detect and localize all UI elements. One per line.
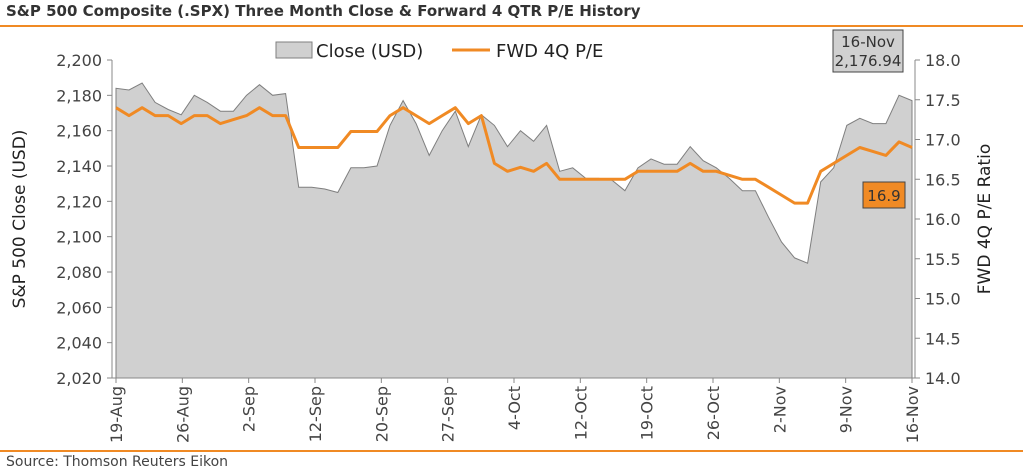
x-tick-label: 20-Sep bbox=[372, 386, 391, 442]
x-tick-label: 19-Oct bbox=[638, 386, 657, 440]
legend-close-label: Close (USD) bbox=[316, 41, 423, 62]
right-tick-label: 16.5 bbox=[925, 170, 961, 189]
left-tick-label: 2,060 bbox=[56, 298, 102, 317]
source-rule bbox=[0, 450, 1023, 452]
left-tick-label: 2,160 bbox=[56, 122, 102, 141]
x-tick-label: 2-Sep bbox=[240, 386, 259, 432]
legend-pe-label: FWD 4Q P/E bbox=[496, 41, 603, 62]
right-tick-label: 14.0 bbox=[925, 369, 961, 388]
callout-pe-value: 16.9 bbox=[867, 187, 900, 205]
right-tick-label: 18.0 bbox=[925, 51, 961, 70]
x-tick-label: 9-Nov bbox=[837, 386, 856, 433]
close-callout-box bbox=[832, 29, 904, 73]
right-tick-label: 16.0 bbox=[925, 210, 961, 229]
left-axis-ticks: 2,020 2,040 2,060 2,080 2,100 2,120 2,140 2,160… bbox=[56, 51, 112, 388]
left-tick-label: 2,200 bbox=[56, 51, 102, 70]
x-tick-label: 12-Oct bbox=[571, 386, 590, 440]
x-tick-label: 26-Oct bbox=[704, 386, 723, 440]
left-tick-label: 2,020 bbox=[56, 369, 102, 388]
legend-close-swatch bbox=[275, 41, 313, 59]
left-tick-label: 2,140 bbox=[56, 157, 102, 176]
left-tick-label: 2,180 bbox=[56, 86, 102, 105]
right-axis-title: FWD 4Q P/E Ratio bbox=[975, 144, 995, 294]
pe-callout-box bbox=[862, 181, 906, 209]
x-tick-label: 4-Oct bbox=[505, 386, 524, 430]
title-rule bbox=[0, 25, 1023, 27]
left-tick-label: 2,120 bbox=[56, 192, 102, 211]
left-tick-label: 2,080 bbox=[56, 263, 102, 282]
left-tick-label: 2,040 bbox=[56, 334, 102, 353]
x-tick-label: 26-Aug bbox=[173, 386, 192, 443]
left-tick-label: 2,100 bbox=[56, 228, 102, 247]
pe-line-series bbox=[115, 106, 913, 205]
x-tick-label: 19-Aug bbox=[107, 386, 126, 443]
right-axis-ticks: 14.0 14.5 15.0 15.5 16.0 16.5 17.0 17.5 18.0 bbox=[915, 51, 961, 388]
source-note: Source: Thomson Reuters Eikon bbox=[6, 454, 229, 470]
left-axis-title: S&P 500 Close (USD) bbox=[10, 130, 30, 309]
x-tick-label: 27-Sep bbox=[439, 386, 458, 442]
chart-title: S&P 500 Composite (.SPX) Three Month Clo… bbox=[6, 2, 641, 20]
legend: Close (USD) FWD 4Q P/E bbox=[275, 41, 603, 62]
right-tick-label: 15.0 bbox=[925, 290, 961, 309]
x-tick-label: 12-Sep bbox=[306, 386, 325, 442]
right-tick-label: 17.0 bbox=[925, 131, 961, 150]
right-tick-label: 15.5 bbox=[925, 250, 961, 269]
right-tick-label: 17.5 bbox=[925, 91, 961, 110]
x-tick-label: 2-Nov bbox=[770, 386, 789, 433]
x-tick-label: 16-Nov bbox=[903, 386, 922, 443]
right-tick-label: 14.5 bbox=[925, 329, 961, 348]
callout-close-value: 2,176.94 bbox=[835, 52, 902, 70]
callout-date-label: 16-Nov bbox=[841, 33, 895, 51]
close-callout: 16-Nov 2,176.94 bbox=[832, 29, 904, 73]
x-axis-ticks: 19-Aug 26-Aug 2-Sep 12-Sep 20-Sep 27-Sep 4-Oct… bbox=[107, 378, 922, 443]
pe-callout: 16.9 bbox=[862, 181, 906, 209]
close-area-series bbox=[115, 82, 913, 379]
